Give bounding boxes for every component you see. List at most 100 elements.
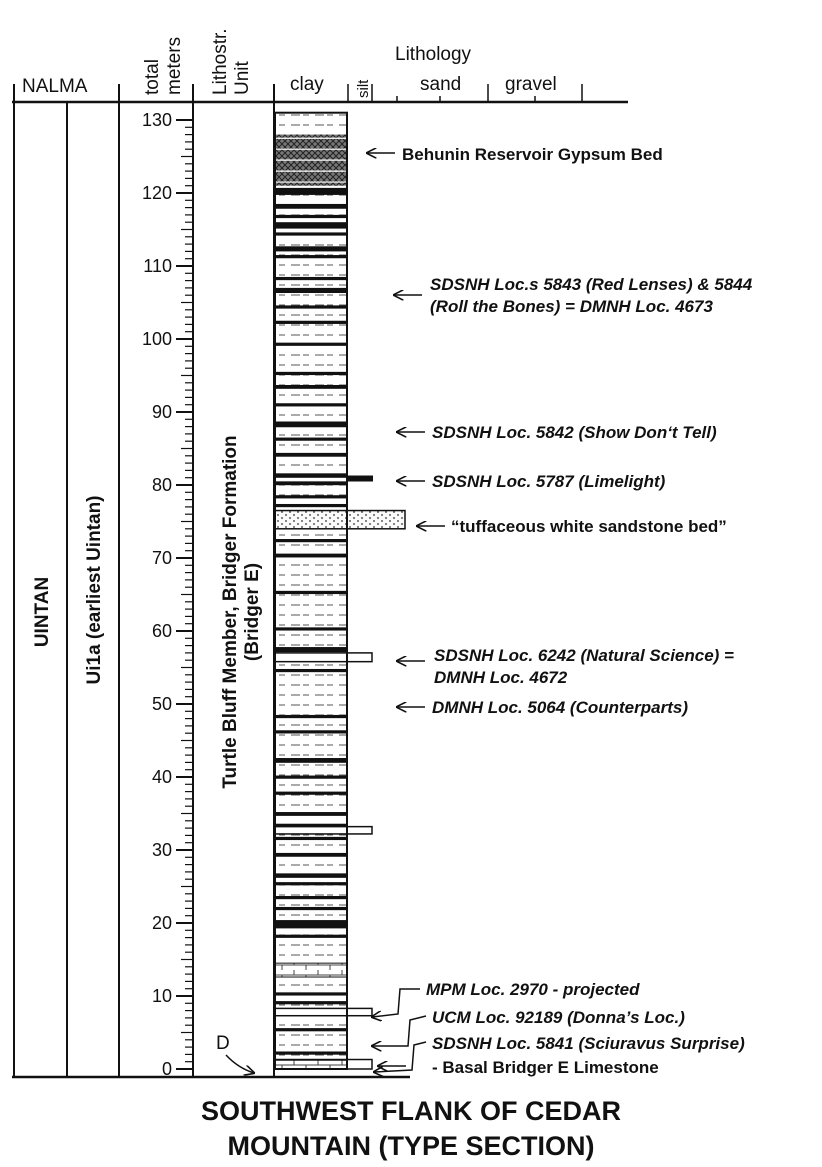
annotation-leader — [372, 988, 420, 1017]
tuffaceous-sandstone-bed — [274, 509, 406, 530]
mudstone-band — [275, 187, 347, 195]
mudstone-band — [275, 342, 347, 346]
mudstone-band — [275, 590, 347, 595]
mudstone-band — [275, 823, 347, 827]
sand-header: sand — [420, 74, 461, 95]
annotation-leader — [372, 1015, 427, 1046]
scale-label: 30 — [152, 840, 172, 860]
annotation-text: SDSNH Loc.s 5843 (Red Lenses) & 5844 — [430, 275, 753, 294]
total-meters-header-line1: total — [142, 59, 163, 95]
mudstone-band — [275, 882, 347, 886]
nalma-value: UINTAN — [32, 577, 53, 647]
mudstone-band — [275, 246, 347, 252]
locality-annotations: Behunin Reservoir Gypsum Bed SDSNH Loc.s … — [367, 145, 753, 1077]
mudstone-band — [275, 1051, 347, 1055]
mudstone-band — [275, 934, 347, 938]
mudstone-band — [275, 730, 347, 734]
mudstone-band — [275, 495, 347, 499]
subunit-value: Ui1a (earliest Uintan) — [84, 496, 105, 685]
sand-lens-8m — [274, 1007, 373, 1017]
mudstone-band — [275, 384, 347, 389]
mudstone-band — [275, 992, 347, 996]
mudstone-band — [275, 553, 347, 558]
scale-label: 70 — [152, 548, 172, 568]
mudstone-band — [275, 627, 347, 631]
scale-label: 100 — [142, 329, 172, 349]
annotation-text: SDSNH Loc. 5841 (Sciuravus Surprise) — [432, 1034, 745, 1053]
scale-label: 80 — [152, 475, 172, 495]
mudstone-band — [275, 791, 347, 795]
mudstone-band — [275, 920, 347, 926]
mudstone-band — [275, 836, 347, 841]
header: NALMA total meters Lithostr. Unit Lithol… — [22, 28, 557, 98]
annotation-text-line2: (Roll the Bones) = DMNH Loc. 4673 — [430, 297, 713, 316]
mudstone-band — [275, 452, 347, 457]
mudstone-band — [275, 925, 347, 929]
mudstone-band — [275, 775, 347, 779]
annotation-text: UCM Loc. 92189 (Donna’s Loc.) — [432, 1008, 685, 1027]
mudstone-band — [275, 906, 347, 911]
mudstone-band — [275, 895, 347, 900]
annotation-leader — [374, 1041, 427, 1072]
sand-lens-33m — [274, 825, 373, 835]
scale-label: 90 — [152, 402, 172, 422]
mudstone-band — [275, 276, 347, 281]
annotation-text: SDSNH Loc. 5842 (Show Don‘t Tell) — [432, 423, 717, 442]
mudstone-band — [275, 714, 347, 719]
basal-limestone-bed — [274, 1059, 348, 1070]
lithostr-header-line2: Unit — [232, 60, 253, 95]
scale-label: 50 — [152, 694, 172, 714]
mudstone-band — [275, 539, 347, 543]
scale-label: 130 — [142, 110, 172, 130]
mudstone-band — [275, 668, 347, 673]
scale-label: 110 — [143, 256, 172, 276]
nalma-header: NALMA — [22, 76, 88, 97]
scale-label: 40 — [152, 767, 172, 787]
mudstone-band — [275, 255, 347, 259]
lithostr-header-line1: Lithostr. — [210, 28, 231, 95]
annotation-text: “tuffaceous white sandstone bed” — [451, 517, 727, 536]
mudstone-band — [275, 1028, 347, 1032]
mudstone-band — [275, 305, 347, 309]
mudstone-band — [275, 403, 347, 407]
mudstone-band — [275, 371, 347, 376]
scale-label: 20 — [152, 913, 172, 933]
mudstone-band — [275, 481, 347, 486]
limestone-bed — [274, 962, 348, 978]
gravel-header: gravel — [505, 74, 557, 95]
meter-scale: 0 10 20 30 40 50 60 70 80 90 100 110 120 130 — [142, 110, 193, 1079]
scale-label: 120 — [142, 183, 172, 203]
figure-title-line2: MOUNTAIN (TYPE SECTION) — [228, 1131, 595, 1161]
annotation-text: Behunin Reservoir Gypsum Bed — [402, 145, 663, 164]
scale-label: 60 — [152, 621, 172, 641]
figure-title-line1: SOUTHWEST FLANK OF CEDAR — [201, 1096, 621, 1126]
mudstone-band — [275, 473, 347, 478]
mudstone-band — [275, 503, 347, 508]
silt-header: silt — [355, 79, 372, 98]
mudstone-band — [275, 214, 347, 219]
mudstone-band — [275, 203, 347, 209]
column-outline — [274, 111, 348, 1070]
total-meters-header-line2: meters — [164, 37, 185, 95]
mudstone-band — [275, 320, 347, 324]
annotation-text: MPM Loc. 2970 - projected — [426, 980, 640, 999]
sand-lens-56m — [274, 652, 373, 663]
mudstone-band — [275, 222, 347, 229]
scale-label: 0 — [162, 1059, 172, 1079]
marker-d: D — [216, 1033, 230, 1054]
mudstone-band — [275, 758, 347, 763]
mudstone-band — [275, 852, 347, 857]
limelight-marker-bed — [346, 475, 373, 482]
mudstone-band — [275, 1001, 347, 1005]
clay-header: clay — [290, 74, 324, 95]
mudstone-band — [275, 873, 347, 878]
formation-name: Turtle Bluff Member, Bridger Formation — [220, 435, 241, 788]
annotation-text: SDSNH Loc. 6242 (Natural Science) = — [434, 646, 734, 665]
lithologic-column — [274, 111, 406, 1070]
marker-d-arrow — [225, 1054, 254, 1073]
lithology-header: Lithology — [395, 44, 472, 65]
mudstone-band — [275, 812, 347, 816]
annotation-text: - Basal Bridger E Limestone — [432, 1058, 659, 1077]
annotation-text: SDSNH Loc. 5787 (Limelight) — [432, 472, 666, 491]
